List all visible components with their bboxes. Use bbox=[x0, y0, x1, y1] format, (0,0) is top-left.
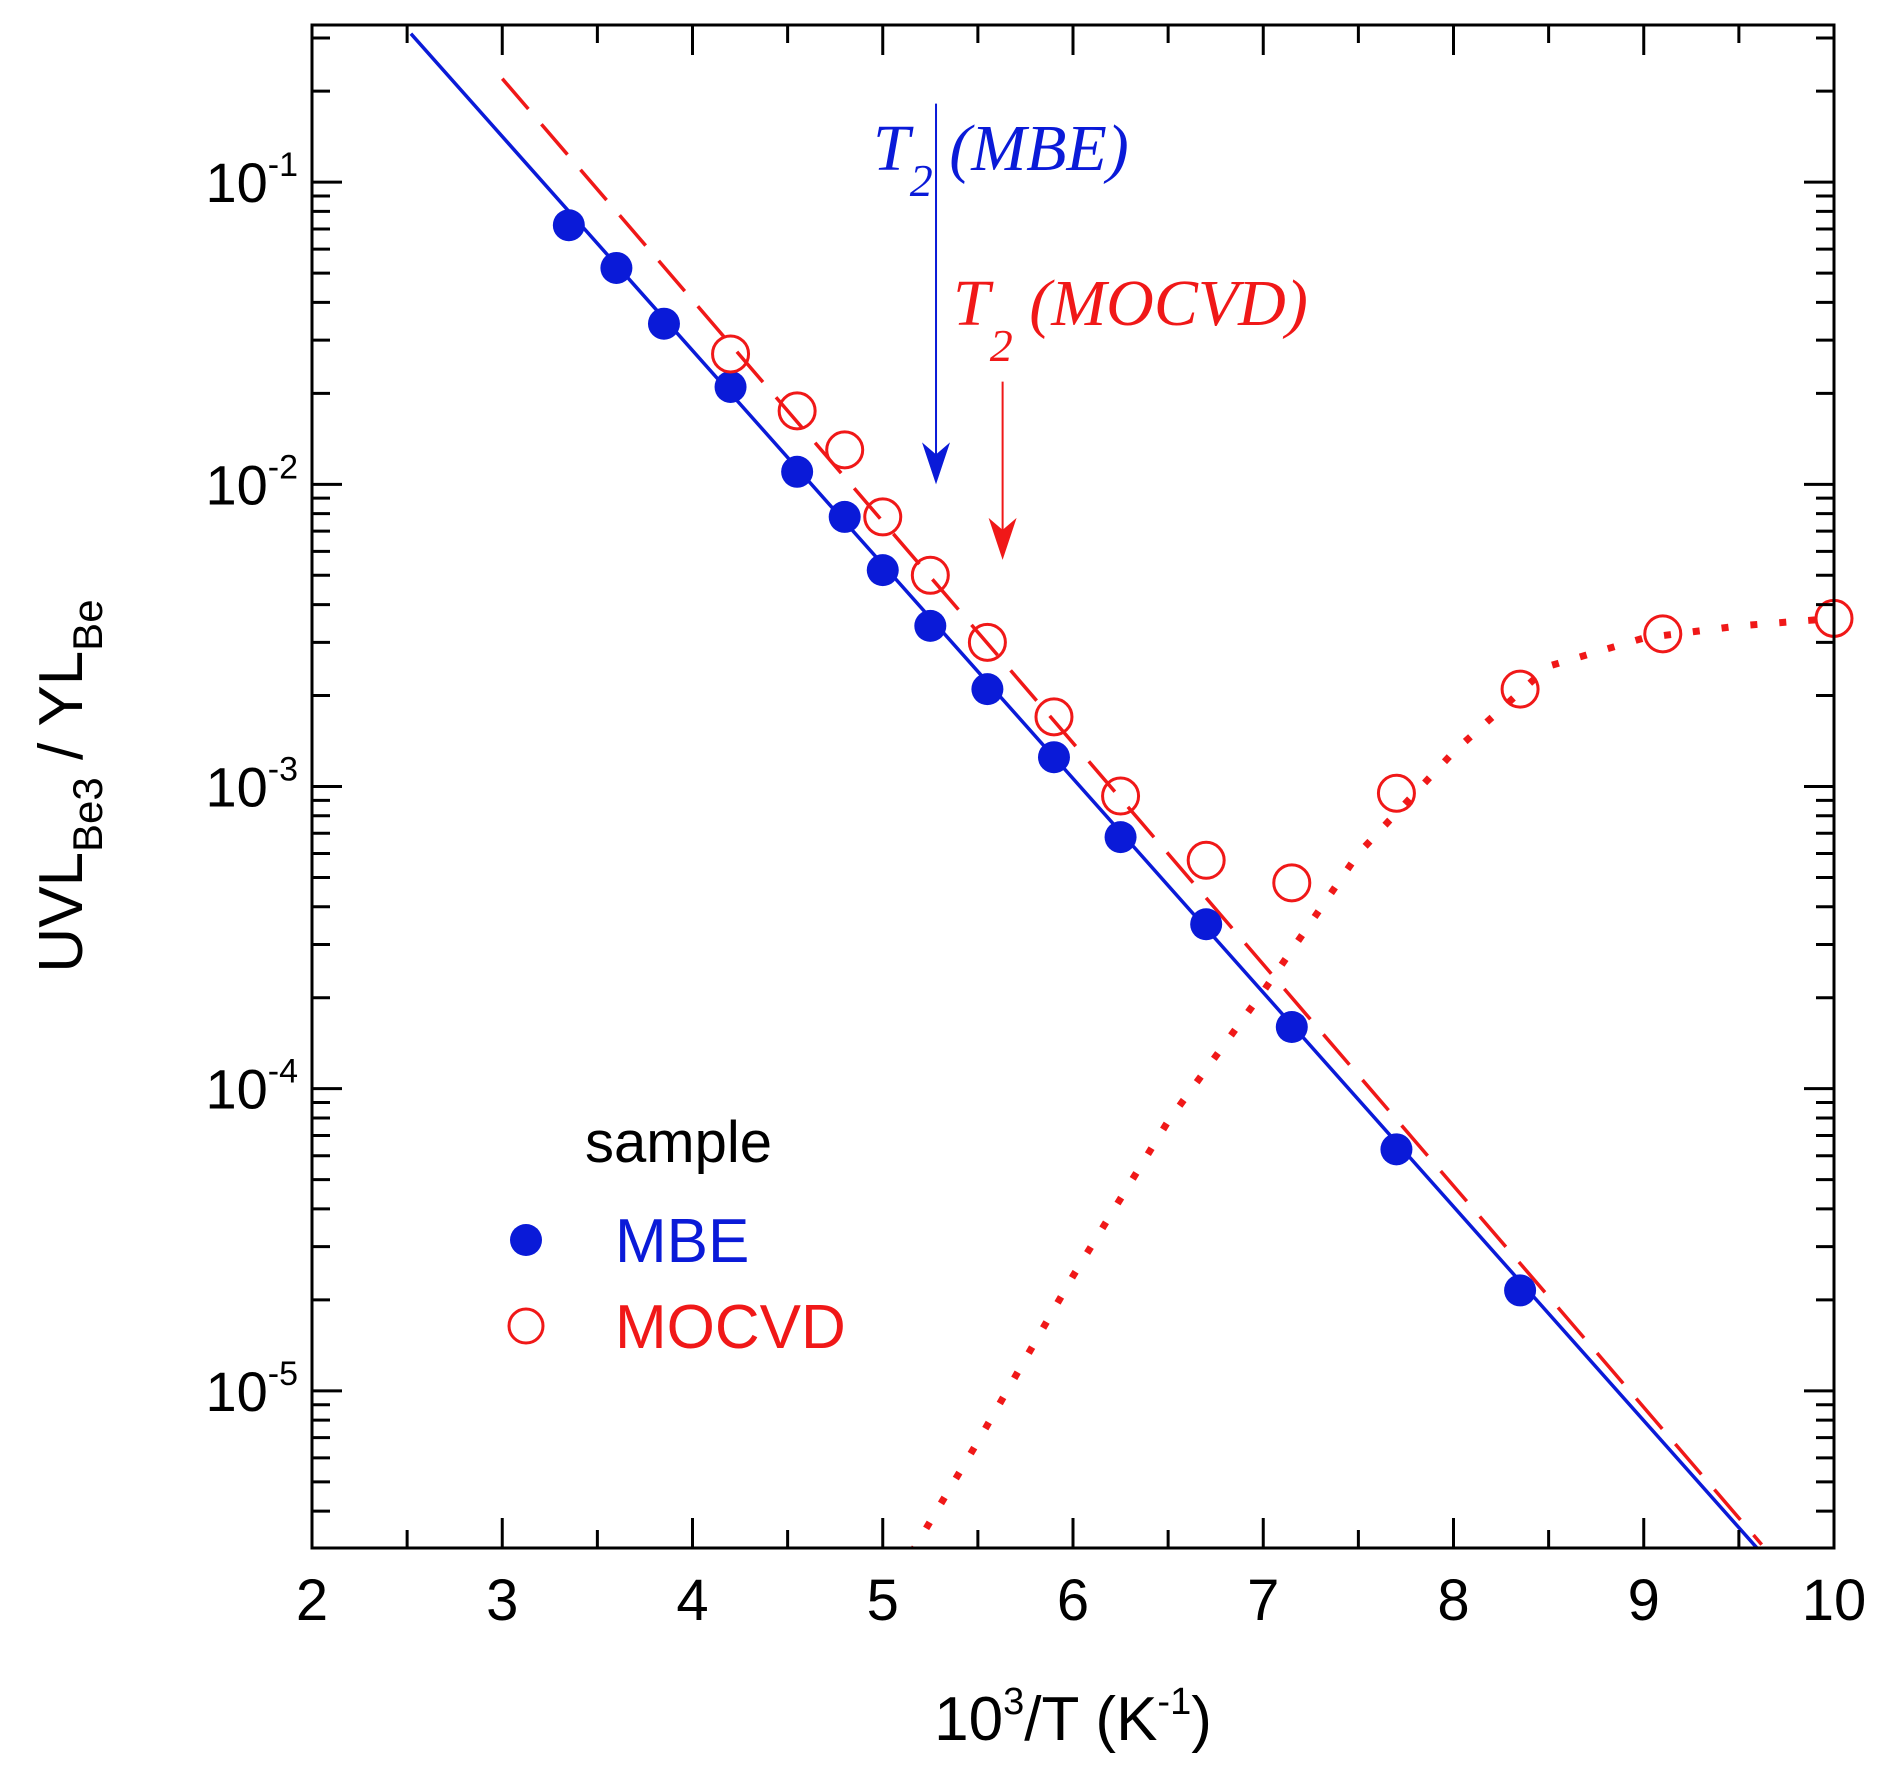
legend-title: sample bbox=[585, 1110, 772, 1175]
point-mocvd bbox=[777, 391, 817, 431]
point-mbe bbox=[781, 455, 814, 488]
point-mbe bbox=[647, 307, 680, 340]
point-mbe bbox=[714, 370, 747, 403]
point-mocvd bbox=[1101, 776, 1141, 816]
y-axis-label: UVLBe3 / YLBe bbox=[27, 599, 111, 972]
x-tick-label: 6 bbox=[1057, 1568, 1089, 1633]
point-mocvd bbox=[1034, 697, 1074, 737]
point-mocvd bbox=[1500, 669, 1540, 709]
point-mbe bbox=[1037, 741, 1070, 774]
point-mocvd bbox=[1186, 840, 1226, 880]
point-mbe bbox=[600, 251, 633, 284]
point-mocvd bbox=[967, 622, 1007, 662]
point-mbe bbox=[1380, 1133, 1413, 1166]
arrow-head bbox=[988, 517, 1017, 560]
fit-line-mbe bbox=[409, 32, 1760, 1548]
annotation-t2-mbe-label: T2 (MBE) bbox=[873, 112, 1129, 206]
x-tick-label: 3 bbox=[486, 1568, 518, 1633]
point-mocvd bbox=[910, 555, 950, 595]
legend-label-mbe: MBE bbox=[615, 1207, 749, 1276]
point-mbe bbox=[1504, 1274, 1537, 1307]
legend-marker-mocvd bbox=[507, 1307, 545, 1345]
point-mbe bbox=[914, 609, 947, 642]
point-mbe bbox=[1275, 1011, 1308, 1044]
point-mbe bbox=[1104, 821, 1137, 854]
x-tick-label: 10 bbox=[1802, 1568, 1867, 1633]
x-tick-label: 5 bbox=[867, 1568, 899, 1633]
legend: sample MBE MOCVD bbox=[507, 1110, 846, 1362]
x-axis-label: 103/T (K-1) bbox=[934, 1681, 1212, 1754]
y-tick-labels: 10-1 10-2 10-3 10-4 10-5 bbox=[205, 146, 298, 1423]
x-tick-label: 2 bbox=[296, 1568, 328, 1633]
annotation-t2-mocvd: T2 (MOCVD) bbox=[953, 267, 1308, 560]
arrow-head bbox=[922, 442, 951, 485]
annotation-t2-mocvd-label: T2 (MOCVD) bbox=[953, 267, 1308, 371]
annotation-t2-mbe: T2 (MBE) bbox=[873, 103, 1129, 485]
axis-ticks-group bbox=[310, 25, 1836, 1548]
x-tick-label: 4 bbox=[676, 1568, 708, 1633]
y-tick-label: 10-5 bbox=[205, 1355, 298, 1423]
y-tick-label: 10-2 bbox=[205, 448, 298, 516]
point-mocvd bbox=[1272, 863, 1312, 903]
point-mocvd bbox=[863, 497, 903, 537]
x-tick-labels: 2 3 4 5 6 7 8 9 10 bbox=[296, 1568, 1866, 1633]
x-tick-label: 9 bbox=[1628, 1568, 1660, 1633]
y-tick-label: 10-3 bbox=[205, 751, 298, 819]
y-tick-label: 10-4 bbox=[205, 1053, 298, 1121]
point-mbe bbox=[1190, 908, 1223, 941]
point-mocvd bbox=[1376, 773, 1416, 813]
x-tick-label: 8 bbox=[1437, 1568, 1469, 1633]
point-mbe bbox=[552, 209, 585, 242]
legend-marker-mbe bbox=[510, 1224, 542, 1256]
annotation-arrow-mocvd bbox=[988, 381, 1017, 560]
point-mocvd bbox=[711, 334, 751, 374]
point-mbe bbox=[828, 500, 861, 533]
data-points-group bbox=[552, 209, 1854, 1307]
point-mocvd bbox=[825, 430, 865, 470]
point-mbe bbox=[866, 554, 899, 587]
point-mocvd bbox=[1643, 614, 1683, 654]
x-tick-label: 7 bbox=[1247, 1568, 1279, 1633]
y-tick-label: 10-1 bbox=[205, 146, 298, 214]
point-mbe bbox=[971, 673, 1004, 706]
legend-label-mocvd: MOCVD bbox=[615, 1293, 846, 1362]
annotation-arrow-mbe bbox=[922, 103, 951, 485]
